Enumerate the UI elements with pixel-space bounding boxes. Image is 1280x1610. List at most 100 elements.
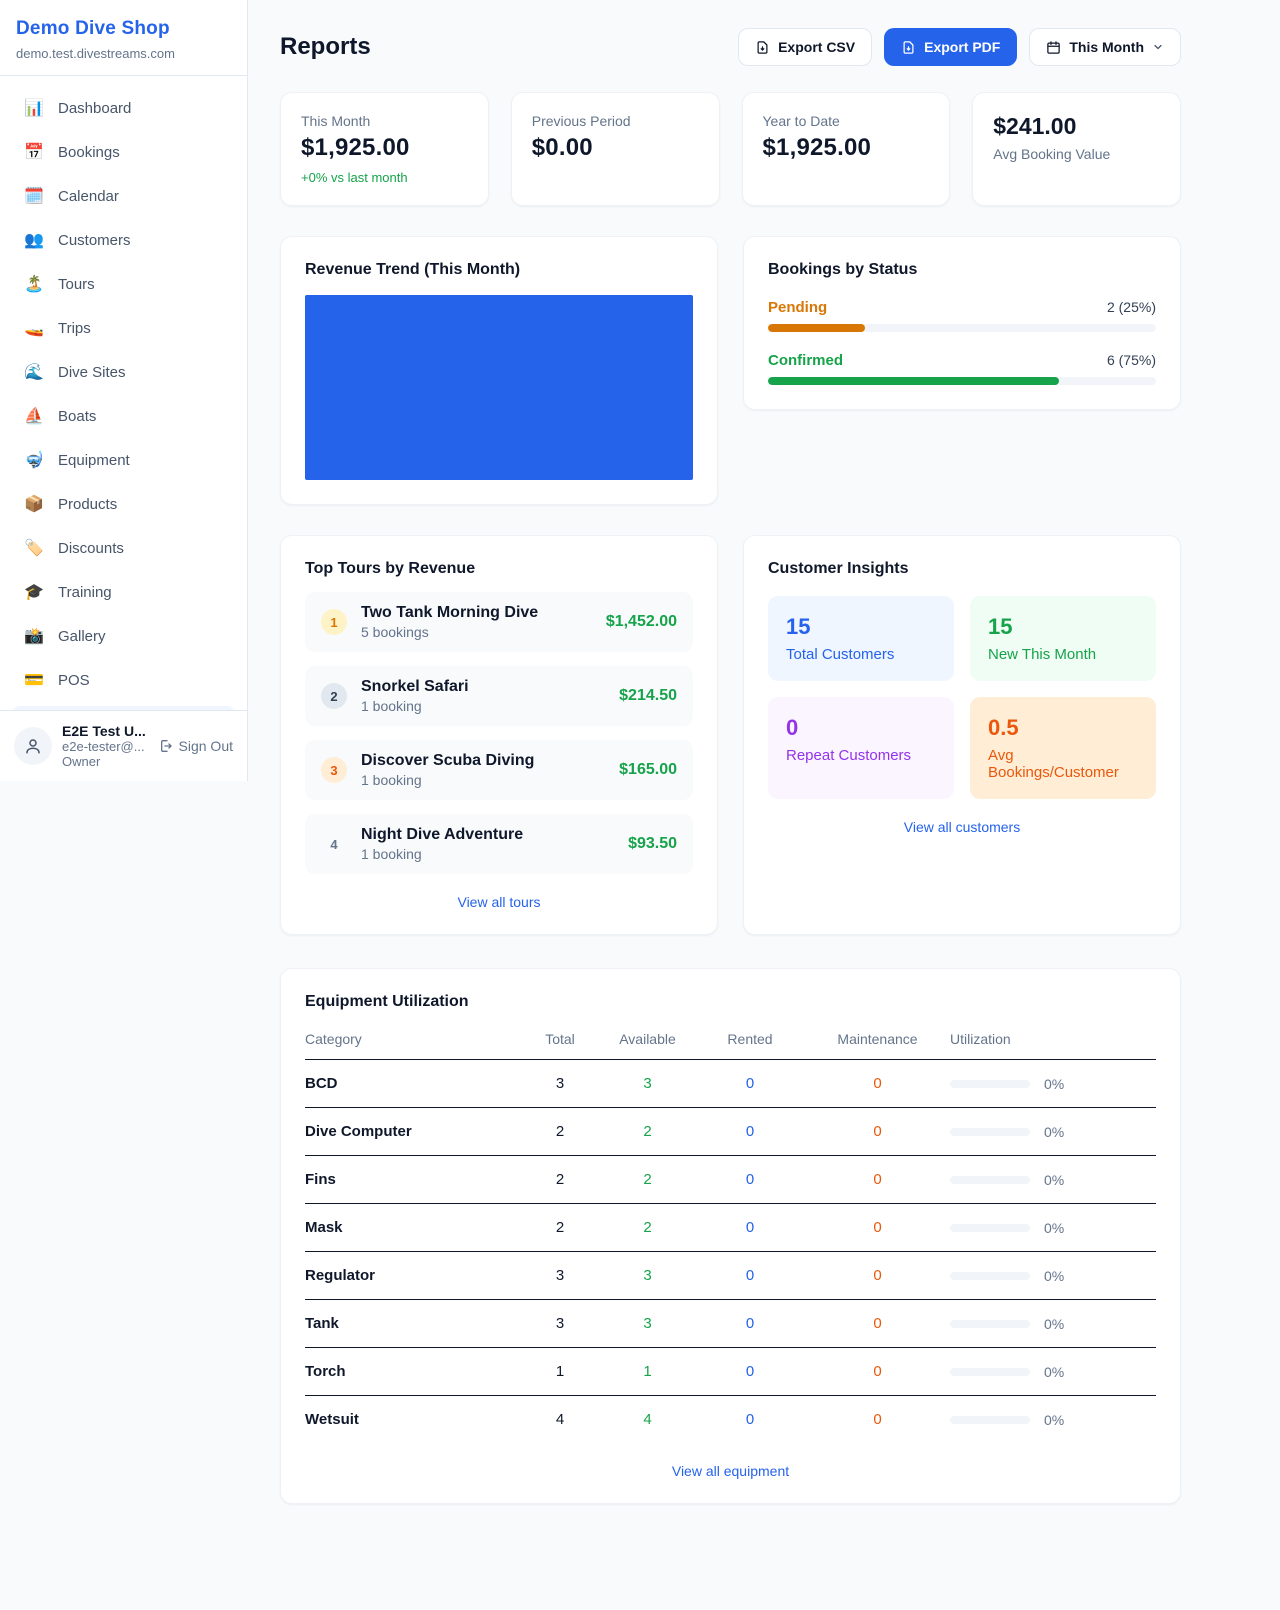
page-header: Reports Export CSV Export PDF This Month (280, 28, 1181, 66)
stat-card-this-month: This Month $1,925.00 +0% vs last month (280, 92, 489, 206)
tile-new-this-month: 15 New This Month (970, 596, 1156, 681)
table-row: Torch 1 1 0 0 0% (305, 1348, 1156, 1396)
speedboat-icon: 🚤 (24, 319, 44, 337)
sidebar-item-label: Products (58, 496, 118, 513)
equipment-utilization-card: Equipment Utilization Category Total Ava… (280, 968, 1181, 1504)
col-rented: Rented (727, 1031, 773, 1047)
stat-cards: This Month $1,925.00 +0% vs last month P… (280, 92, 1181, 206)
table-row: Tank 3 3 0 0 0% (305, 1300, 1156, 1348)
insight-tiles: 15 Total Customers 15 New This Month 0 R… (768, 596, 1156, 799)
tour-revenue: $93.50 (628, 835, 677, 852)
stat-card-year-to-date: Year to Date $1,925.00 (741, 92, 951, 206)
tour-list-item: 4 Night Dive Adventure 1 booking $93.50 (305, 814, 693, 874)
sidebar-item-label: Discounts (58, 540, 124, 557)
sidebar-item-bookings[interactable]: 📅 Bookings (12, 134, 235, 171)
tile-total-customers: 15 Total Customers (768, 596, 954, 681)
avatar (14, 727, 52, 765)
sidebar-item-label: Customers (58, 232, 131, 249)
user-meta: E2E Test U... e2e-tester@... Owner (62, 723, 147, 769)
view-all-tours-link[interactable]: View all tours (457, 894, 541, 910)
tour-name: Night Dive Adventure (361, 826, 524, 843)
top-tours-title: Top Tours by Revenue (305, 560, 476, 577)
view-all-equipment-link[interactable]: View all equipment (671, 1463, 790, 1479)
tour-list-item: 2 Snorkel Safari 1 booking $214.50 (305, 666, 693, 726)
sidebar-item-label: Tours (58, 276, 95, 293)
table-row: BCD 3 3 0 0 0% (305, 1060, 1156, 1108)
header-actions: Export CSV Export PDF This Month (738, 28, 1181, 66)
col-utilization: Utilization (950, 1031, 1011, 1047)
sidebar-item-discounts[interactable]: 🏷️ Discounts (12, 530, 235, 567)
sidebar-item-dashboard[interactable]: 📊 Dashboard (12, 90, 235, 127)
rank-badge: 3 (321, 757, 347, 783)
status-label: Confirmed (768, 352, 843, 369)
tile-avg-bookings-customer: 0.5 Avg Bookings/Customer (970, 697, 1156, 799)
sidebar-item-customers[interactable]: 👥 Customers (12, 222, 235, 259)
chevron-down-icon (1154, 44, 1162, 50)
sidebar: Demo Dive Shop demo.test.divestreams.com… (0, 0, 248, 781)
stat-delta: +0% vs last month (301, 170, 408, 185)
sidebar-item-label: Gallery (58, 628, 106, 645)
export-pdf-button[interactable]: Export PDF (884, 28, 1018, 66)
sidebar-item-dive-sites[interactable]: 🌊 Dive Sites (12, 354, 235, 391)
rank-badge: 4 (330, 836, 338, 852)
status-label: Pending (768, 299, 828, 316)
sidebar-item-boats[interactable]: ⛵ Boats (12, 398, 235, 435)
person-icon (26, 739, 40, 754)
tour-bookings: 1 booking (361, 698, 422, 714)
sidebar-item-calendar[interactable]: 🗓️ Calendar (12, 178, 235, 215)
status-row-pending: Pending 2 (25%) (768, 299, 1156, 332)
sidebar-item-trips[interactable]: 🚤 Trips (12, 310, 235, 347)
sidebar-item-training[interactable]: 🎓 Training (12, 574, 235, 611)
customer-insights-title: Customer Insights (768, 560, 909, 577)
view-all-customers-link[interactable]: View all customers (903, 819, 1021, 835)
revenue-trend-card: Revenue Trend (This Month) (280, 236, 718, 505)
utilization-bar (950, 1271, 1030, 1280)
col-category: Category (305, 1031, 362, 1047)
main-content: Reports Export CSV Export PDF This Month (248, 0, 1181, 1610)
rank-badge: 2 (321, 683, 347, 709)
sign-out-label: Sign Out (178, 738, 233, 754)
shop-domain: demo.test.divestreams.com (16, 46, 175, 61)
tour-list-item: 1 Two Tank Morning Dive 5 bookings $1,45… (305, 592, 693, 652)
sidebar-item-label: Equipment (58, 452, 130, 469)
sidebar-item-label: Dive Sites (58, 364, 126, 381)
spiral-calendar-icon: 🗓️ (24, 187, 44, 205)
lists-row: Top Tours by Revenue 1 Two Tank Morning … (280, 535, 1181, 935)
export-csv-button[interactable]: Export CSV (738, 28, 873, 66)
sidebar-item-tours[interactable]: 🏝️ Tours (12, 266, 235, 303)
utilization-bar (950, 1175, 1030, 1184)
sidebar-item-label: Trips (58, 320, 91, 337)
sidebar-item-gallery[interactable]: 📸 Gallery (12, 618, 235, 655)
graduation-cap-icon: 🎓 (24, 583, 44, 601)
customer-insights-card: Customer Insights 15 Total Customers 15 … (743, 535, 1181, 935)
equipment-table: Category Total Available Rented Maintena… (305, 1031, 1156, 1443)
utilization-bar (950, 1223, 1030, 1232)
file-download-icon (757, 40, 768, 54)
tile-repeat-customers: 0 Repeat Customers (768, 697, 954, 799)
sign-out-button[interactable]: Sign Out (157, 738, 233, 754)
utilization-bar (950, 1127, 1030, 1136)
camera-icon: 📸 (24, 627, 44, 645)
calendar-date-icon: 📅 (24, 143, 44, 161)
file-download-icon (903, 40, 914, 54)
stat-card-previous-period: Previous Period $0.00 (510, 92, 720, 206)
user-role: Owner (62, 754, 101, 769)
sidebar-item-pos[interactable]: 💳 POS (12, 662, 235, 699)
stat-card-avg-booking-value: $241.00 Avg Booking Value (972, 92, 1181, 206)
sidebar-item-label: Bookings (58, 144, 120, 161)
period-dropdown[interactable]: This Month (1029, 28, 1181, 66)
col-maintenance: Maintenance (837, 1031, 918, 1047)
equipment-utilization-title: Equipment Utilization (305, 993, 469, 1010)
shop-name: Demo Dive Shop (16, 18, 170, 39)
sidebar-item-products[interactable]: 📦 Products (12, 486, 235, 523)
tour-name: Two Tank Morning Dive (361, 604, 539, 621)
table-row: Regulator 3 3 0 0 0% (305, 1252, 1156, 1300)
bookings-by-status-title: Bookings by Status (768, 261, 918, 278)
col-total: Total (545, 1031, 575, 1047)
package-icon: 📦 (24, 495, 44, 513)
sidebar-item-reports-partial[interactable] (12, 706, 235, 710)
dashboard-icon: 📊 (24, 99, 44, 117)
sidebar-item-equipment[interactable]: 🤿 Equipment (12, 442, 235, 479)
tour-list-item: 3 Discover Scuba Diving 1 booking $165.0… (305, 740, 693, 800)
